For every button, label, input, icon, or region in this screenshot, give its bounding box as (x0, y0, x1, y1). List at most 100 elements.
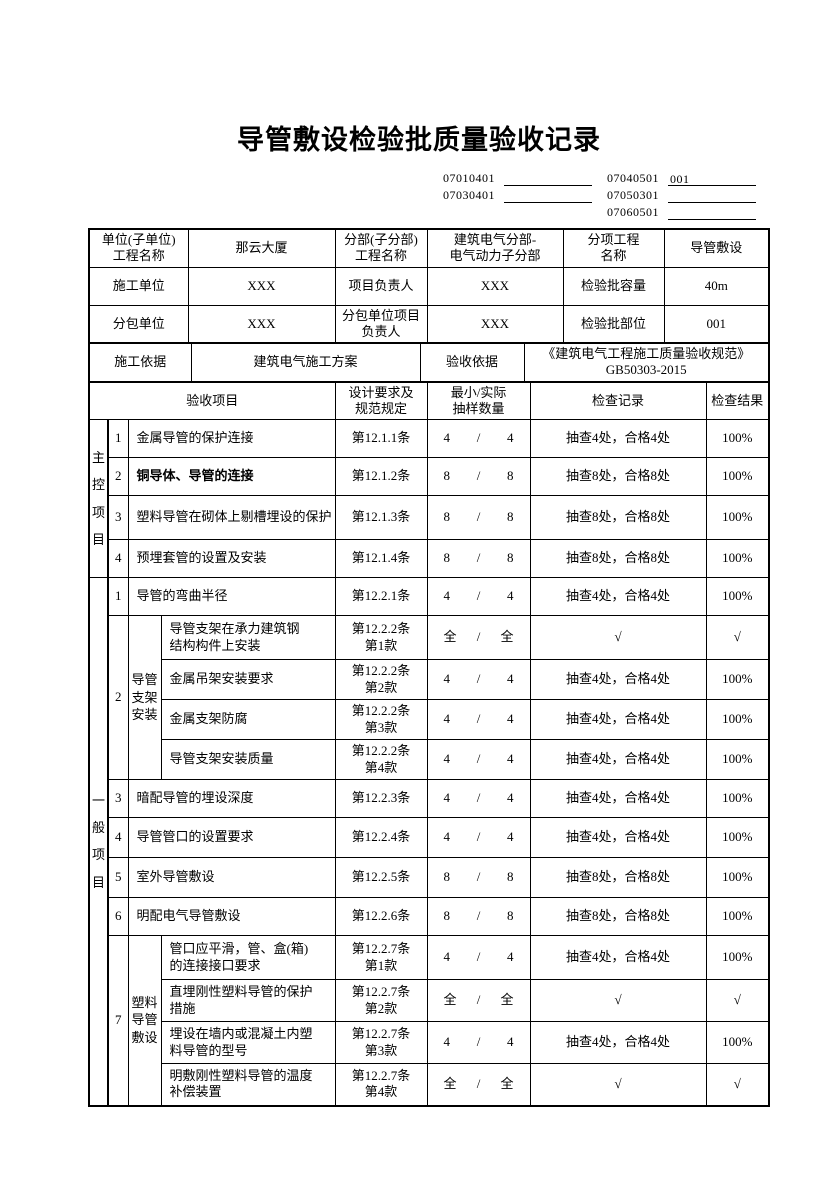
item-name: 明敷刚性塑料导管的温度 补偿装置 (160, 1063, 336, 1106)
clause-ref: 第12.2.7条 第1款 (334, 935, 428, 980)
check-record: 抽查4处，合格4处 (529, 935, 707, 980)
info-label: 分项工程 名称 (562, 228, 665, 268)
sample-actual: 4 (507, 751, 514, 767)
sample-actual: 8 (507, 550, 514, 566)
sample-min: 4 (443, 588, 451, 604)
item-name: 导管支架在承力建筑钢 结构构件上安装 (160, 615, 336, 660)
info-label: 施工依据 (88, 342, 192, 382)
project-info-table: 单位(子单位) 工程名称 那云大厦 分部(子分部) 工程名称 建筑电气分部- 电… (88, 228, 770, 344)
header-acceptance-item: 验收项目 (88, 381, 336, 420)
check-record: 抽查8处，合格8处 (529, 539, 707, 578)
info-value: 那云大厦 (187, 228, 336, 268)
section-label-main-control: 主控项目 (88, 419, 109, 578)
check-record: 抽查4处，合格4处 (529, 659, 707, 700)
item-name: 铜导体、导管的连接 (127, 457, 336, 496)
item-name: 金属吊架安装要求 (160, 659, 336, 700)
item-name: 塑料导管在砌体上剔槽埋设的保护 (127, 495, 336, 540)
sample-actual: 全 (500, 1076, 514, 1092)
info-row: 施工依据 建筑电气施工方案 验收依据 《建筑电气工程施工质量验收规范》 GB50… (88, 342, 770, 382)
sample-slash: / (476, 949, 481, 965)
info-value: 001 (663, 304, 770, 344)
sample-slash: / (476, 629, 481, 645)
sample-actual: 8 (507, 468, 514, 484)
item-name: 管口应平滑，管、盒(箱) 的连接接口要求 (160, 935, 336, 980)
sample-actual: 8 (507, 869, 514, 885)
info-value: 导管敷设 (663, 228, 770, 268)
check-record: 抽查4处，合格4处 (529, 739, 707, 780)
clause-ref: 第12.2.2条 第2款 (334, 659, 428, 700)
sample-min: 全 (443, 1076, 457, 1092)
info-label: 分部(子分部) 工程名称 (334, 228, 428, 268)
check-result: 100% (705, 699, 770, 740)
item-row: 明敷刚性塑料导管的温度 补偿装置 第12.2.7条 第4款 全 / 全 √ √ (89, 1063, 770, 1106)
header-spec: 设计要求及 规范规定 (334, 381, 428, 420)
item-name: 金属支架防腐 (160, 699, 336, 740)
subgroup-label: 塑料导管敷设 (127, 935, 162, 1106)
check-result: 100% (705, 457, 770, 496)
code-number: 07010401 (443, 171, 495, 185)
item-row: 金属吊架安装要求 第12.2.2条 第2款 4 / 4 抽查4处，合格4处 100% (89, 659, 770, 700)
sample-slash: / (476, 1034, 481, 1050)
check-record: 抽查8处，合格8处 (529, 495, 707, 540)
sample-actual: 4 (507, 588, 514, 604)
check-record: √ (529, 615, 707, 660)
sample-actual: 4 (507, 671, 514, 687)
sample-cell: 8 / 8 (426, 857, 531, 898)
check-result: √ (705, 615, 770, 660)
item-no: 2 (107, 457, 129, 496)
item-no: 4 (107, 539, 129, 578)
header-sample: 最小/实际 抽样数量 (426, 381, 531, 420)
code-line: 07060501 (607, 205, 756, 222)
checklist-header-row: 验收项目 设计要求及 规范规定 最小/实际 抽样数量 检查记录 检查结果 (88, 381, 770, 420)
item-row: 埋设在墙内或混凝土内塑 料导管的型号 第12.2.7条 第3款 4 / 4 抽查4处… (89, 1021, 770, 1064)
sample-actual: 4 (507, 1034, 514, 1050)
item-name: 埋设在墙内或混凝土内塑 料导管的型号 (160, 1021, 336, 1064)
clause-ref: 第12.2.2条 第1款 (334, 615, 428, 660)
info-label: 项目负责人 (334, 266, 428, 306)
item-row: 3 塑料导管在砌体上剔槽埋设的保护 第12.1.3条 8 / 8 抽查8处，合格8处… (89, 495, 770, 540)
sample-min: 8 (443, 550, 451, 566)
code-number: 07050301 (607, 188, 659, 202)
sample-actual: 全 (500, 992, 514, 1008)
info-value: 《建筑电气工程施工质量验收规范》 GB50303-2015 (523, 342, 770, 382)
sample-slash: / (476, 829, 481, 845)
sample-min: 4 (443, 711, 451, 727)
item-name: 导管支架安装质量 (160, 739, 336, 780)
info-label: 分包单位项目 负责人 (334, 304, 428, 344)
info-label: 检验批部位 (562, 304, 665, 344)
sample-slash: / (476, 992, 481, 1008)
item-row: 4 导管管口的设置要求 第12.2.4条 4 / 4 抽查4处，合格4处 100% (89, 817, 770, 858)
code-number: 07040501 (607, 171, 659, 185)
sample-min: 4 (443, 751, 451, 767)
sample-slash: / (476, 509, 481, 525)
clause-ref: 第12.2.4条 (334, 817, 428, 858)
item-row: 4 预埋套管的设置及安装 第12.1.4条 8 / 8 抽查8处，合格8处 100% (89, 539, 770, 578)
item-row: 金属支架防腐 第12.2.2条 第3款 4 / 4 抽查4处，合格4处 100% (89, 699, 770, 740)
check-result: √ (705, 979, 770, 1022)
info-value: XXX (187, 266, 336, 306)
check-record: 抽查8处，合格8处 (529, 857, 707, 898)
basis-table: 施工依据 建筑电气施工方案 验收依据 《建筑电气工程施工质量验收规范》 GB50… (88, 342, 770, 383)
clause-ref: 第12.2.7条 第2款 (334, 979, 428, 1022)
info-label: 施工单位 (88, 266, 189, 306)
item-name: 金属导管的保护连接 (127, 419, 336, 458)
clause-ref: 第12.2.5条 (334, 857, 428, 898)
sample-min: 全 (443, 629, 457, 645)
item-name: 导管的弯曲半径 (127, 577, 336, 616)
clause-ref: 第12.2.1条 (334, 577, 428, 616)
sample-min: 4 (443, 790, 451, 806)
sample-slash: / (476, 751, 481, 767)
sample-min: 8 (443, 468, 451, 484)
check-result: 100% (705, 897, 770, 936)
sample-min: 8 (443, 908, 451, 924)
code-column-left: 07010401 07030401 (443, 171, 607, 222)
sample-actual: 8 (507, 509, 514, 525)
sample-min: 8 (443, 509, 451, 525)
item-no: 3 (107, 495, 129, 540)
sample-cell: 4 / 4 (426, 779, 531, 818)
sample-slash: / (476, 671, 481, 687)
item-row: 主控项目 1 金属导管的保护连接 第12.1.1条 4/4 抽查4处，合格4处 … (88, 419, 770, 578)
item-row: 直埋刚性塑料导管的保护 措施 第12.2.7条 第2款 全 / 全 √ √ (89, 979, 770, 1022)
item-row: 5 室外导管敷设 第12.2.5条 8 / 8 抽查8处，合格8处 100% (89, 857, 770, 898)
item-no: 2 (107, 615, 129, 780)
